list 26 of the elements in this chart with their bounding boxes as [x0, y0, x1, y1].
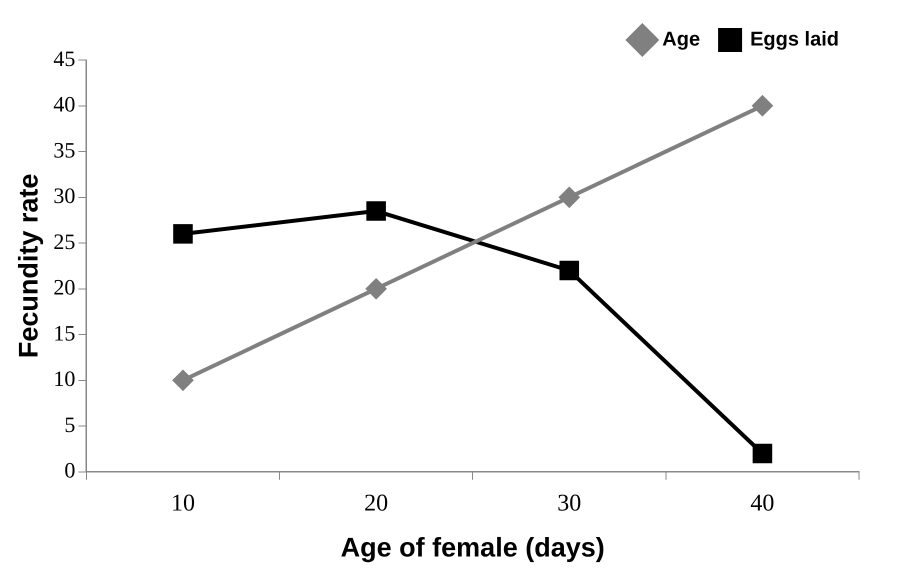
y-axis-title: Fecundity rate	[14, 174, 44, 358]
y-tick-label: 5	[64, 412, 76, 437]
point	[752, 444, 772, 464]
y-tick-label: 35	[53, 137, 76, 162]
point	[173, 224, 193, 244]
x-tick-label: 20	[364, 490, 388, 516]
y-tick-label: 40	[53, 92, 76, 117]
point	[366, 278, 386, 299]
y-tick-label: 0	[64, 458, 76, 483]
x-tick-label: 10	[170, 490, 195, 516]
point	[559, 260, 580, 280]
x-axis-title: Age of female (days)	[340, 532, 605, 562]
point	[366, 201, 386, 221]
y-tick-label: 45	[53, 46, 76, 71]
y-tick-label: 15	[53, 320, 76, 346]
point	[172, 370, 193, 390]
y-tick-label: 20	[53, 274, 76, 300]
x-tick-label: 30	[557, 490, 582, 516]
y-tick-label: 30	[53, 183, 76, 208]
point	[559, 187, 580, 208]
legend-label: Age	[662, 28, 700, 51]
x-tick-label: 40	[750, 490, 774, 516]
y-tick-label: 10	[53, 366, 76, 392]
point	[752, 96, 772, 116]
y-tick-label: 25	[53, 228, 76, 254]
legend-label: Eggs laid	[750, 28, 839, 51]
